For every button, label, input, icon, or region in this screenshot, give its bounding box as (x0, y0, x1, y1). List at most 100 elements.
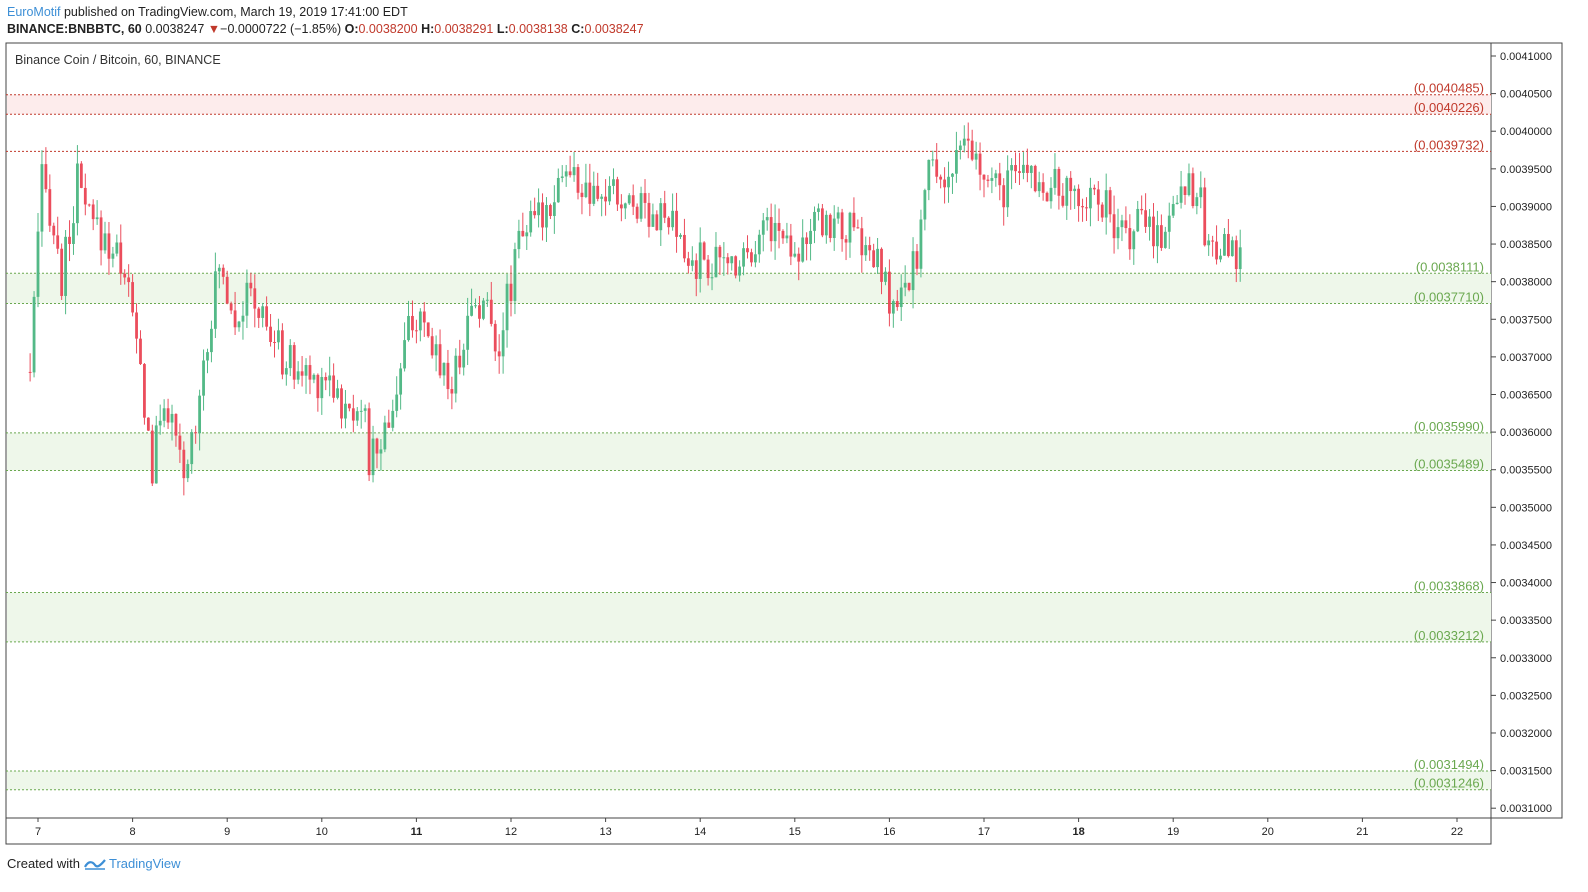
candle-body (1230, 240, 1234, 257)
candle-body (1081, 206, 1084, 208)
price-tick-label: 0.0033000 (1500, 653, 1552, 665)
candle-body (777, 222, 781, 231)
candle (761, 212, 765, 252)
candle-body (434, 344, 438, 356)
candle-body (698, 242, 702, 279)
candle-body (355, 411, 359, 421)
time-axis-frame (5, 817, 1492, 845)
support-zone[interactable] (7, 273, 1491, 304)
support-zone[interactable] (7, 592, 1491, 642)
candle-body (1203, 187, 1207, 246)
candle-body (884, 271, 887, 282)
candle-body (1136, 208, 1140, 232)
candle-body (1073, 188, 1077, 192)
candle-body (663, 203, 667, 218)
candle (1018, 152, 1021, 185)
candle (781, 229, 785, 244)
time-tick-label: 13 (599, 826, 611, 838)
candle (939, 174, 943, 189)
candle-body (1096, 189, 1100, 205)
candle (391, 399, 395, 432)
candle (505, 274, 509, 348)
candle-body (1156, 225, 1159, 247)
support-zone[interactable] (7, 432, 1491, 471)
resistance-zone[interactable] (7, 94, 1491, 115)
candle (1045, 191, 1049, 202)
candle (1156, 210, 1159, 264)
candle (990, 167, 994, 194)
candle (757, 229, 761, 263)
candle (1053, 153, 1057, 195)
candle (206, 348, 209, 374)
candle (95, 200, 99, 225)
candle-body (761, 220, 765, 235)
candle (1049, 177, 1053, 209)
candle (28, 353, 32, 382)
candle (789, 223, 793, 266)
candle-body (139, 338, 142, 365)
candle (655, 210, 659, 231)
candle-body (265, 306, 269, 327)
candle-body (1033, 165, 1037, 192)
close-label: C: (571, 22, 585, 36)
candle (730, 256, 734, 271)
zone-top-label: (0.0038111) (1416, 259, 1484, 274)
candle (947, 161, 950, 203)
author-link[interactable]: EuroMotif (7, 5, 61, 19)
candle-body (210, 328, 213, 353)
candle (497, 334, 501, 374)
candle (679, 233, 682, 240)
candle-body (1085, 207, 1088, 209)
candle-body (217, 267, 221, 272)
candle-body (864, 245, 868, 256)
time-tick-label: 11 (411, 826, 423, 838)
candle-body (836, 212, 840, 219)
candle (643, 179, 647, 219)
candle-body (718, 246, 722, 258)
candle (245, 269, 249, 329)
time-tick-label: 10 (316, 826, 328, 838)
candle (872, 243, 876, 268)
candle (1144, 193, 1148, 233)
time-tick-label: 18 (1072, 826, 1084, 838)
high-label: H: (421, 22, 435, 36)
candle-body (710, 277, 714, 279)
candle-body (482, 300, 485, 319)
candle (438, 329, 442, 379)
candle (608, 176, 611, 206)
candle (1171, 195, 1175, 218)
candle (978, 142, 982, 191)
candle (564, 164, 568, 187)
candle (1120, 214, 1124, 242)
candle-body (757, 234, 761, 255)
price-tick-label: 0.0033500 (1500, 615, 1552, 627)
candle (1219, 248, 1222, 263)
candle (667, 216, 671, 235)
time-axis[interactable]: 7 8 9 10 11 12 13 14 15 16 17 18 19 20 21 22 (35, 818, 1463, 838)
candle (422, 302, 426, 337)
tradingview-brand[interactable]: TradingView (84, 856, 181, 871)
candle (820, 203, 824, 238)
open-value: 0.0038200 (358, 22, 418, 36)
candle-body (714, 246, 718, 278)
candle-body (974, 153, 978, 160)
candle-body (895, 301, 899, 308)
candle (296, 361, 300, 385)
candle-body (387, 422, 391, 428)
candle-body (1025, 164, 1029, 173)
candle (48, 174, 52, 232)
price-tick-label: 0.0035000 (1500, 502, 1552, 514)
support-zone[interactable] (7, 771, 1491, 790)
candle (627, 193, 631, 206)
candle-body (1179, 186, 1183, 203)
candle (529, 200, 533, 237)
candle-body (1215, 241, 1218, 260)
price-axis[interactable]: 0.0041000 0.0040500 0.0040000 0.0039500 0.00… (1491, 51, 1552, 815)
candle (836, 206, 840, 224)
candle-body (501, 330, 505, 357)
published-text: published on TradingView.com, March 19, … (63, 5, 408, 19)
candle (1096, 181, 1100, 222)
candle (935, 143, 939, 184)
price-tick-label: 0.0038500 (1500, 239, 1552, 251)
